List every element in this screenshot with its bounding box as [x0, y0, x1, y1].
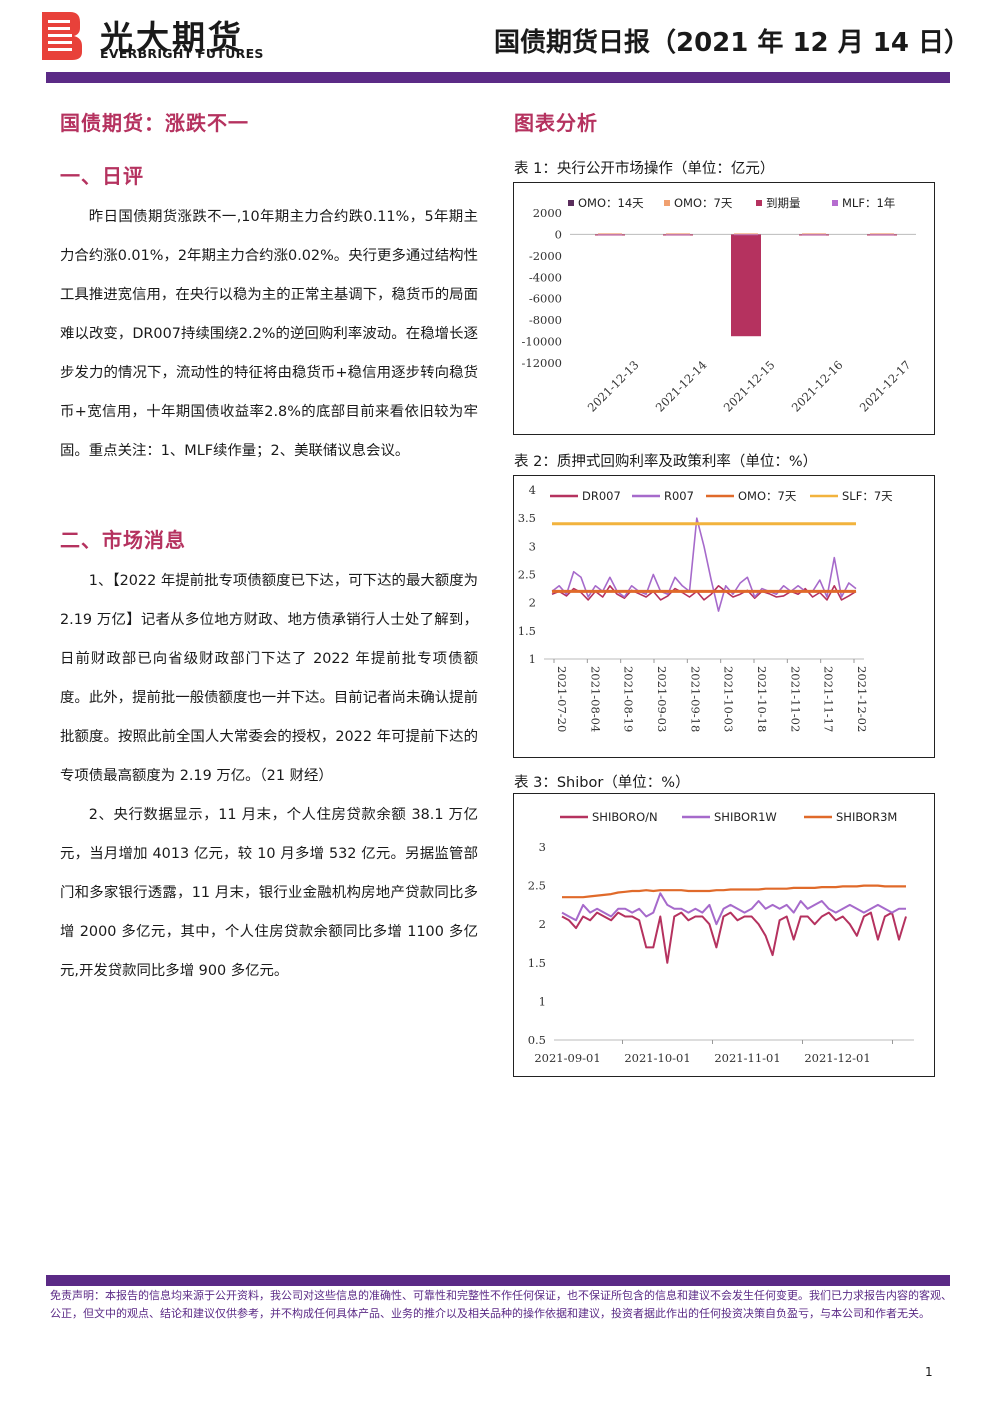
page-number: 1	[925, 1365, 933, 1379]
legend-label: R007	[664, 489, 694, 503]
x-tick-label: 2021-11-17	[822, 666, 836, 732]
x-tick-label: 2021-12-13	[585, 358, 642, 415]
x-tick-label: 2021-10-01	[624, 1051, 690, 1065]
x-tick-label: 2021-12-15	[721, 358, 778, 415]
chart-section-title: 图表分析	[514, 111, 598, 135]
bar	[731, 234, 761, 337]
y-tick-label: 3	[539, 840, 546, 854]
series-line	[562, 884, 906, 899]
bar	[666, 233, 690, 235]
bar	[734, 233, 758, 235]
daily-review-text: 昨日国债期货涨跌不一,10年期主力合约跌0.11%，5年期主力合约涨0.01%，…	[60, 198, 478, 471]
legend-label: SHIBOR1W	[714, 810, 777, 824]
figure-2-caption: 表 2：质押式回购利率及政策利率（单位：%）	[514, 454, 818, 470]
y-tick-label: 4	[529, 483, 536, 497]
legend-label: MLF：1年	[842, 196, 895, 210]
daily-review-paragraph: 昨日国债期货涨跌不一,10年期主力合约跌0.11%，5年期主力合约涨0.01%，…	[60, 209, 478, 459]
shibor-line-chart: 3 2.5 2 1.5 1 0.5 2021-09-01 2021-10-01 2021-11-…	[528, 810, 914, 1065]
x-tick-label: 2021-09-18	[688, 666, 702, 732]
y-tick-label: 1.5	[528, 956, 546, 970]
section-title-daily-review: 一、日评	[60, 164, 144, 188]
legend-swatch	[832, 200, 838, 206]
repo-rate-line-chart: 4 3.5 3 2.5 2 1.5 1 2021-07-20 2021-08-04 2021-08…	[518, 483, 893, 732]
figure-3-caption: 表 3：Shibor（单位：%）	[514, 775, 690, 791]
news-item-2: 2、央行数据显示，11 月末，个人住房贷款余额 38.1 万亿元，当月增加 40…	[60, 807, 478, 979]
x-tick-label: 2021-09-01	[534, 1051, 600, 1065]
x-tick-label: 2021-11-01	[714, 1051, 780, 1065]
x-tick-label: 2021-10-03	[722, 666, 736, 732]
y-tick-label: -10000	[522, 335, 562, 349]
figure-3-chart: 3 2.5 2 1.5 1 0.5 2021-09-01 2021-10-01 2021-11-…	[513, 793, 935, 1077]
figure-1-chart: 2000 0 -2000 -4000 -6000 -8000 -10000 -12000 202…	[513, 182, 935, 435]
y-tick-label: 1	[529, 652, 536, 666]
bar	[598, 233, 622, 235]
bar	[666, 234, 690, 236]
bar	[802, 234, 826, 236]
brand-name: 光大期货	[100, 18, 244, 57]
section-title-market-news: 二、市场消息	[60, 528, 186, 552]
series-line	[551, 517, 857, 612]
legend-label: SHIBORO/N	[592, 810, 658, 824]
y-tick-label: 1	[539, 994, 546, 1008]
figure-1-caption: 表 1：央行公开市场操作（单位：亿元）	[514, 161, 775, 177]
series-line	[551, 585, 857, 601]
series-line	[561, 892, 906, 926]
y-tick-label: 3	[529, 539, 536, 553]
y-tick-label: 0	[555, 227, 562, 241]
y-tick-label: 2.5	[518, 568, 536, 582]
legend-label: OMO：14天	[578, 196, 644, 210]
bar	[870, 234, 894, 236]
series-line	[561, 911, 907, 964]
legend-swatch	[664, 200, 670, 206]
legend-label: SHIBOR3M	[836, 810, 897, 824]
omo-bar-chart: 2000 0 -2000 -4000 -6000 -8000 -10000 -12000 202…	[522, 196, 916, 415]
x-tick-label: 2021-12-17	[857, 358, 914, 415]
footer-divider	[46, 1275, 950, 1286]
bar	[598, 234, 622, 236]
market-news-text: 1、【2022 年提前批专项债额度已下达，可下达的最大额度为 2.19 万亿】记…	[60, 562, 478, 991]
legend-swatch	[756, 200, 762, 206]
legend-label: OMO：7天	[674, 196, 733, 210]
x-tick-label: 2021-09-03	[655, 666, 669, 732]
y-tick-label: -2000	[529, 249, 562, 263]
y-tick-label: -8000	[529, 313, 562, 327]
bar	[734, 234, 758, 236]
legend-label: OMO：7天	[738, 489, 797, 503]
x-tick-label: 2021-11-02	[788, 666, 802, 732]
y-tick-label: 2000	[533, 206, 562, 220]
y-tick-label: 2.5	[528, 879, 546, 893]
header-divider	[46, 72, 950, 83]
x-tick-label: 2021-12-16	[789, 358, 846, 415]
y-tick-label: 2	[529, 596, 536, 610]
legend-label: 到期量	[766, 196, 801, 210]
logo-mark	[42, 12, 82, 60]
figure-2-chart: 4 3.5 3 2.5 2 1.5 1 2021-07-20 2021-08-04 2021-08…	[513, 475, 935, 758]
x-tick-label: 2021-08-19	[622, 666, 636, 732]
y-tick-label: -4000	[529, 270, 562, 284]
x-tick-label: 2021-07-20	[555, 666, 569, 732]
report-title: 国债期货日报（2021 年 12 月 14 日）	[494, 28, 970, 58]
brand-name-english: EVERBRIGHT FUTURES	[100, 46, 264, 61]
x-tick-label: 2021-12-01	[804, 1051, 870, 1065]
bar	[802, 233, 826, 235]
headline: 国债期货：涨跌不一	[60, 111, 249, 135]
bar	[870, 233, 894, 235]
y-tick-label: -6000	[529, 292, 562, 306]
y-tick-label: -12000	[522, 356, 562, 370]
x-tick-label: 2021-08-04	[588, 666, 602, 732]
x-tick-label: 2021-12-14	[653, 358, 710, 415]
y-tick-label: 1.5	[518, 624, 536, 638]
y-tick-label: 0.5	[528, 1033, 546, 1047]
x-tick-label: 2021-10-18	[755, 666, 769, 732]
legend-label: SLF：7天	[842, 489, 893, 503]
y-tick-label: 3.5	[518, 511, 536, 525]
x-tick-label: 2021-12-02	[855, 666, 869, 732]
y-tick-label: 2	[539, 917, 546, 931]
news-item-1: 1、【2022 年提前批专项债额度已下达，可下达的最大额度为 2.19 万亿】记…	[60, 573, 478, 784]
legend-swatch	[568, 200, 574, 206]
disclaimer-text: 免责声明：本报告的信息均来源于公开资料，我公司对这些信息的准确性、可靠性和完整性…	[50, 1289, 952, 1320]
legend-label: DR007	[582, 489, 621, 503]
